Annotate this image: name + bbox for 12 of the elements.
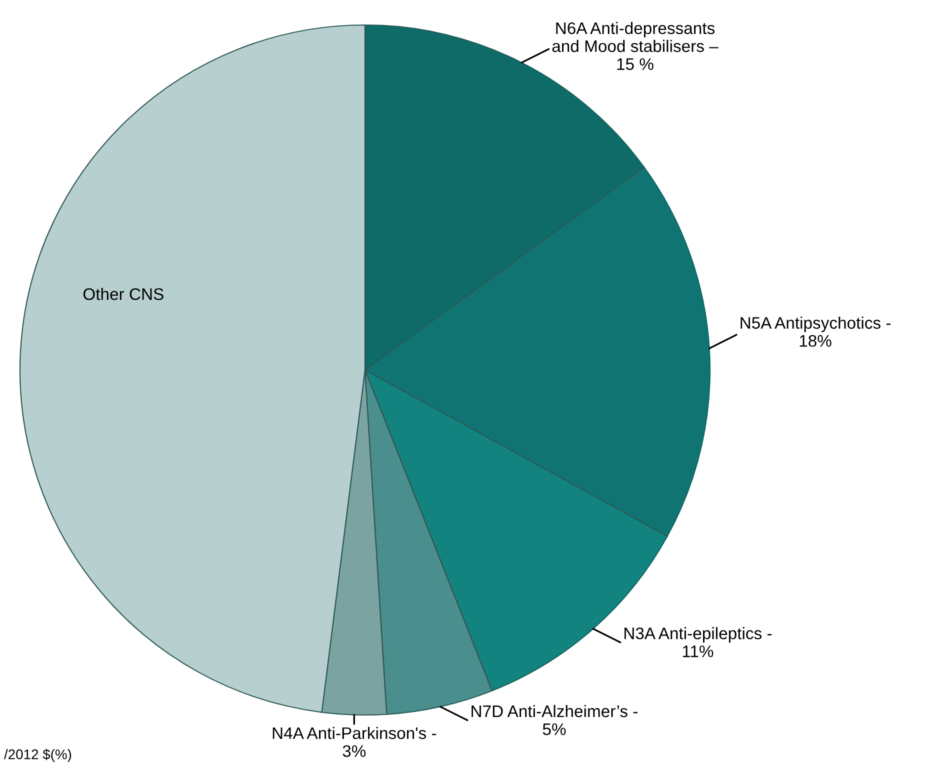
data-label: 18% [800, 334, 832, 347]
slice-label: N3A Anti-epileptics - [624, 627, 772, 643]
data-label: 5% [542, 723, 566, 736]
slice-label: N7D Anti-Alzheimer’s - [472, 704, 638, 718]
slice-label: N5A Antipsychotics - [740, 316, 891, 332]
slice-label: N4A Anti-Parkinson's - [272, 726, 436, 740]
text: /2012 $(%) [4, 748, 72, 762]
slice-label: Other CNS [83, 288, 164, 300]
data-label: 11% [682, 646, 714, 658]
data-label: 3% [342, 745, 366, 758]
slice-label: N6A Anti-depressants and Mood stabilisers – [552, 22, 718, 52]
data-label: 15 % [617, 58, 654, 70]
